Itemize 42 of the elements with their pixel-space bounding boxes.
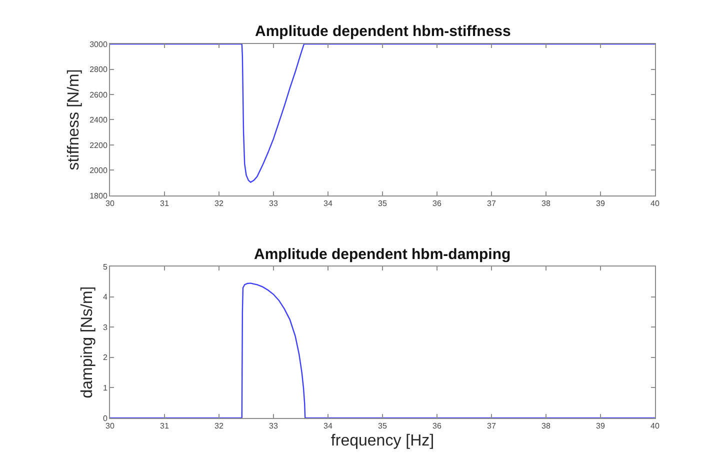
- y-tick-label: 1: [102, 384, 108, 393]
- y-tick-label: 2000: [90, 166, 108, 176]
- x-tick-label: 35: [378, 199, 388, 208]
- y-tick-label: 2800: [90, 65, 108, 74]
- x-tick-label: 33: [269, 422, 278, 431]
- x-tick-label: 37: [487, 422, 496, 431]
- y-tick-label: 3000: [90, 40, 108, 49]
- y-tick-label: 2600: [90, 90, 108, 100]
- x-tick-label: 32: [214, 422, 224, 431]
- y-axis-title: damping [Ns/m]: [78, 286, 96, 398]
- x-tick-label: 30: [106, 199, 115, 208]
- chart-title: Amplitude dependent hbm-stiffness: [255, 23, 511, 40]
- x-axis-title: frequency [Hz]: [330, 432, 434, 450]
- y-tick-label: 5: [102, 262, 108, 272]
- line-series: [110, 282, 655, 418]
- y-tick-label: 4: [102, 292, 108, 302]
- x-tick-label: 33: [269, 199, 278, 208]
- x-tick-label: 32: [214, 199, 224, 208]
- x-tick-label: 38: [542, 422, 551, 431]
- x-tick-label: 40: [650, 422, 660, 431]
- x-tick-label: 35: [378, 422, 388, 431]
- x-tick-label: 39: [596, 422, 606, 431]
- y-tick-label: 2: [102, 353, 108, 362]
- chart-title: Amplitude dependent hbm-damping: [254, 246, 511, 263]
- x-tick-label: 30: [106, 422, 115, 431]
- x-tick-label: 37: [487, 199, 496, 208]
- x-tick-label: 39: [596, 199, 606, 208]
- x-tick-label: 34: [324, 422, 333, 431]
- x-tick-label: 31: [160, 199, 170, 208]
- y-tick-label: 1800: [90, 191, 108, 200]
- y-tick-label: 2400: [90, 116, 108, 125]
- y-axis-title: stiffness [N/m]: [66, 69, 83, 170]
- y-tick-label: 2200: [90, 140, 108, 150]
- x-tick-label: 34: [324, 199, 333, 208]
- y-tick-label: 3: [102, 322, 108, 332]
- y-tick-label: 0: [102, 414, 108, 423]
- line-series: [110, 44, 655, 183]
- x-tick-label: 38: [542, 199, 551, 208]
- x-tick-label: 36: [432, 422, 442, 431]
- x-tick-label: 36: [432, 199, 442, 208]
- x-tick-label: 31: [160, 422, 170, 431]
- x-tick-label: 40: [650, 199, 660, 208]
